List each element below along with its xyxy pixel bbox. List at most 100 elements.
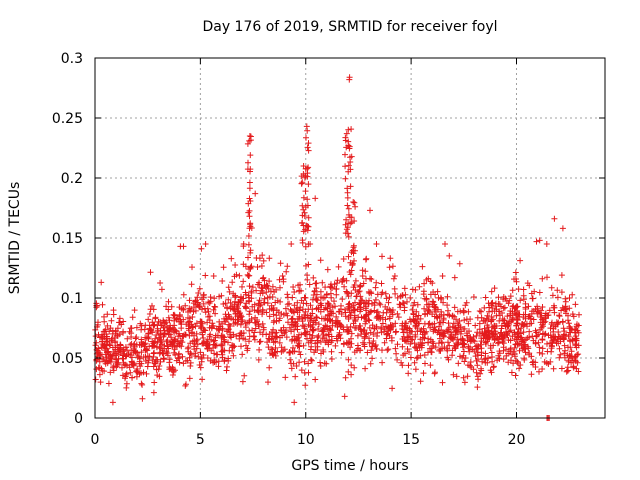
data-point [146,311,153,317]
data-point [313,314,320,320]
data-point [247,265,254,272]
data-point [186,375,193,382]
data-point [287,306,294,313]
data-point [517,257,524,264]
data-point [345,126,352,133]
data-point [374,333,380,339]
data-point [415,320,422,327]
data-point [478,367,485,374]
data-point [151,379,158,386]
data-point [544,274,550,281]
data-point [569,336,576,343]
data-point [336,329,343,336]
data-point [204,346,211,352]
data-point [437,346,444,353]
data-point [399,343,406,350]
data-point [538,307,545,314]
data-point [417,315,424,322]
data-point [113,350,120,357]
data-point [468,364,475,371]
data-point [145,334,152,340]
data-point [404,298,410,305]
data-point [357,323,364,329]
data-point [264,282,271,289]
data-point [294,342,301,349]
data-point [204,355,211,361]
data-point [228,334,235,341]
data-point [286,300,293,307]
data-point [138,349,145,356]
data-point [359,273,366,279]
data-point [379,320,386,327]
data-point [187,359,194,366]
data-point [384,347,391,354]
data-point [150,363,157,370]
data-point [348,219,355,226]
data-point [116,319,122,326]
data-point [345,368,352,375]
data-point [200,327,207,333]
data-point [359,267,366,274]
data-point [466,348,473,355]
data-point [399,362,406,369]
data-point [463,299,470,306]
data-point [335,308,342,315]
data-point [365,311,372,317]
data-point [229,344,236,351]
data-point [257,290,264,297]
data-point [368,300,375,307]
x-axis-label: GPS time / hours [291,458,408,474]
data-point [561,354,568,361]
data-point [347,159,354,165]
data-point [345,253,352,260]
data-point [496,355,503,362]
data-point [197,364,204,371]
data-point [197,349,204,356]
data-point [340,275,347,282]
data-point [561,331,567,338]
data-point [514,330,521,337]
data-point [136,353,142,359]
data-point [302,226,309,233]
data-point [470,337,477,344]
data-point [547,325,554,332]
data-point [288,308,295,315]
data-point [282,329,289,336]
data-point [306,281,313,288]
data-point [425,321,432,327]
data-point [539,345,546,352]
data-point [478,338,485,345]
data-point [294,299,301,306]
data-point [530,316,537,323]
data-point [369,322,376,329]
data-point [291,399,298,406]
data-point [113,363,120,370]
data-point [291,289,298,295]
data-point [284,263,291,270]
data-point [236,272,243,279]
data-point [572,335,579,342]
data-point [488,369,495,376]
data-point [300,342,307,349]
data-point [333,313,340,320]
data-point [300,300,307,307]
data-point [550,365,557,372]
data-point [393,350,400,357]
data-point [461,348,467,355]
data-point [361,300,368,307]
data-point [430,342,437,349]
data-point [210,359,217,366]
data-point [320,295,327,302]
data-point [539,304,546,310]
data-point [300,194,307,201]
data-point [549,292,556,299]
y-axis-label: SRMTID / TECUs [7,182,23,295]
data-point [476,320,483,327]
data-point [98,279,105,286]
data-point [342,230,349,237]
data-point [138,326,145,333]
data-point [529,295,536,302]
data-point [235,316,242,323]
data-point [566,323,573,330]
data-point [346,143,353,150]
